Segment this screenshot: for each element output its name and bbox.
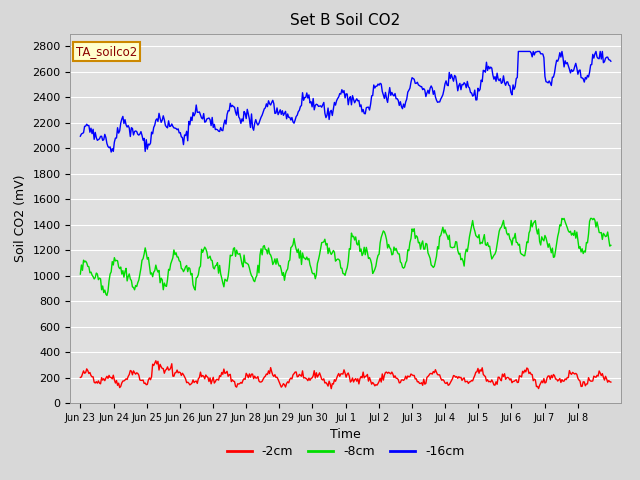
X-axis label: Time: Time — [330, 429, 361, 442]
Title: Set B Soil CO2: Set B Soil CO2 — [291, 13, 401, 28]
Legend: -2cm, -8cm, -16cm: -2cm, -8cm, -16cm — [222, 441, 469, 464]
Text: TA_soilco2: TA_soilco2 — [76, 45, 137, 58]
Y-axis label: Soil CO2 (mV): Soil CO2 (mV) — [14, 175, 27, 262]
